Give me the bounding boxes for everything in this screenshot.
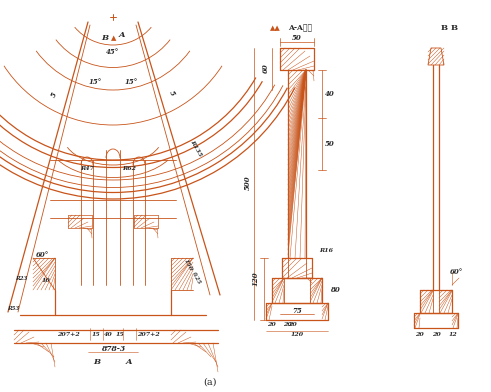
Text: 12: 12 (449, 332, 458, 338)
Text: 500: 500 (244, 176, 252, 190)
Text: 20: 20 (283, 323, 291, 327)
Text: (a): (a) (203, 377, 217, 387)
Text: B: B (102, 34, 109, 42)
Text: 207+2: 207+2 (136, 332, 160, 338)
Text: 120: 120 (291, 332, 303, 338)
Text: 15: 15 (92, 332, 100, 338)
Text: 45°: 45° (107, 48, 120, 56)
Text: A: A (119, 31, 125, 39)
Text: 75: 75 (292, 307, 302, 315)
Text: 60°: 60° (449, 268, 463, 276)
Text: R47: R47 (80, 165, 94, 171)
Text: 50: 50 (292, 34, 302, 42)
Text: 15°: 15° (88, 78, 102, 86)
Text: 60: 60 (262, 63, 270, 73)
Text: 207+2: 207+2 (56, 332, 80, 338)
Text: 50: 50 (325, 140, 335, 148)
Text: ▲▲: ▲▲ (270, 24, 280, 32)
Text: 20: 20 (267, 323, 275, 327)
Text: 20: 20 (414, 332, 423, 338)
Text: R62: R62 (122, 165, 136, 171)
Text: 5: 5 (49, 91, 59, 99)
Text: 40: 40 (104, 332, 112, 338)
Text: 150: 150 (183, 258, 193, 272)
Text: 10: 10 (42, 278, 51, 283)
Text: B: B (93, 358, 101, 366)
Text: 5: 5 (167, 89, 177, 97)
Text: 20: 20 (288, 323, 297, 327)
Text: 15: 15 (115, 332, 124, 338)
Text: ▲: ▲ (111, 34, 117, 42)
Text: 0.25: 0.25 (191, 271, 201, 285)
Text: 80: 80 (330, 286, 340, 294)
Text: R16: R16 (319, 247, 333, 252)
Text: 40: 40 (325, 90, 335, 98)
Text: R23: R23 (16, 276, 28, 281)
Text: R53: R53 (7, 305, 19, 310)
Text: 15°: 15° (124, 78, 137, 86)
Text: 120: 120 (252, 272, 260, 286)
Text: 878-3: 878-3 (101, 345, 125, 353)
Text: 60°: 60° (35, 251, 49, 259)
Text: 20: 20 (432, 332, 440, 338)
Text: R135: R135 (189, 139, 203, 157)
Text: A: A (126, 358, 132, 366)
Text: A-A旋转: A-A旋转 (288, 24, 312, 32)
Text: B B: B B (441, 24, 459, 32)
